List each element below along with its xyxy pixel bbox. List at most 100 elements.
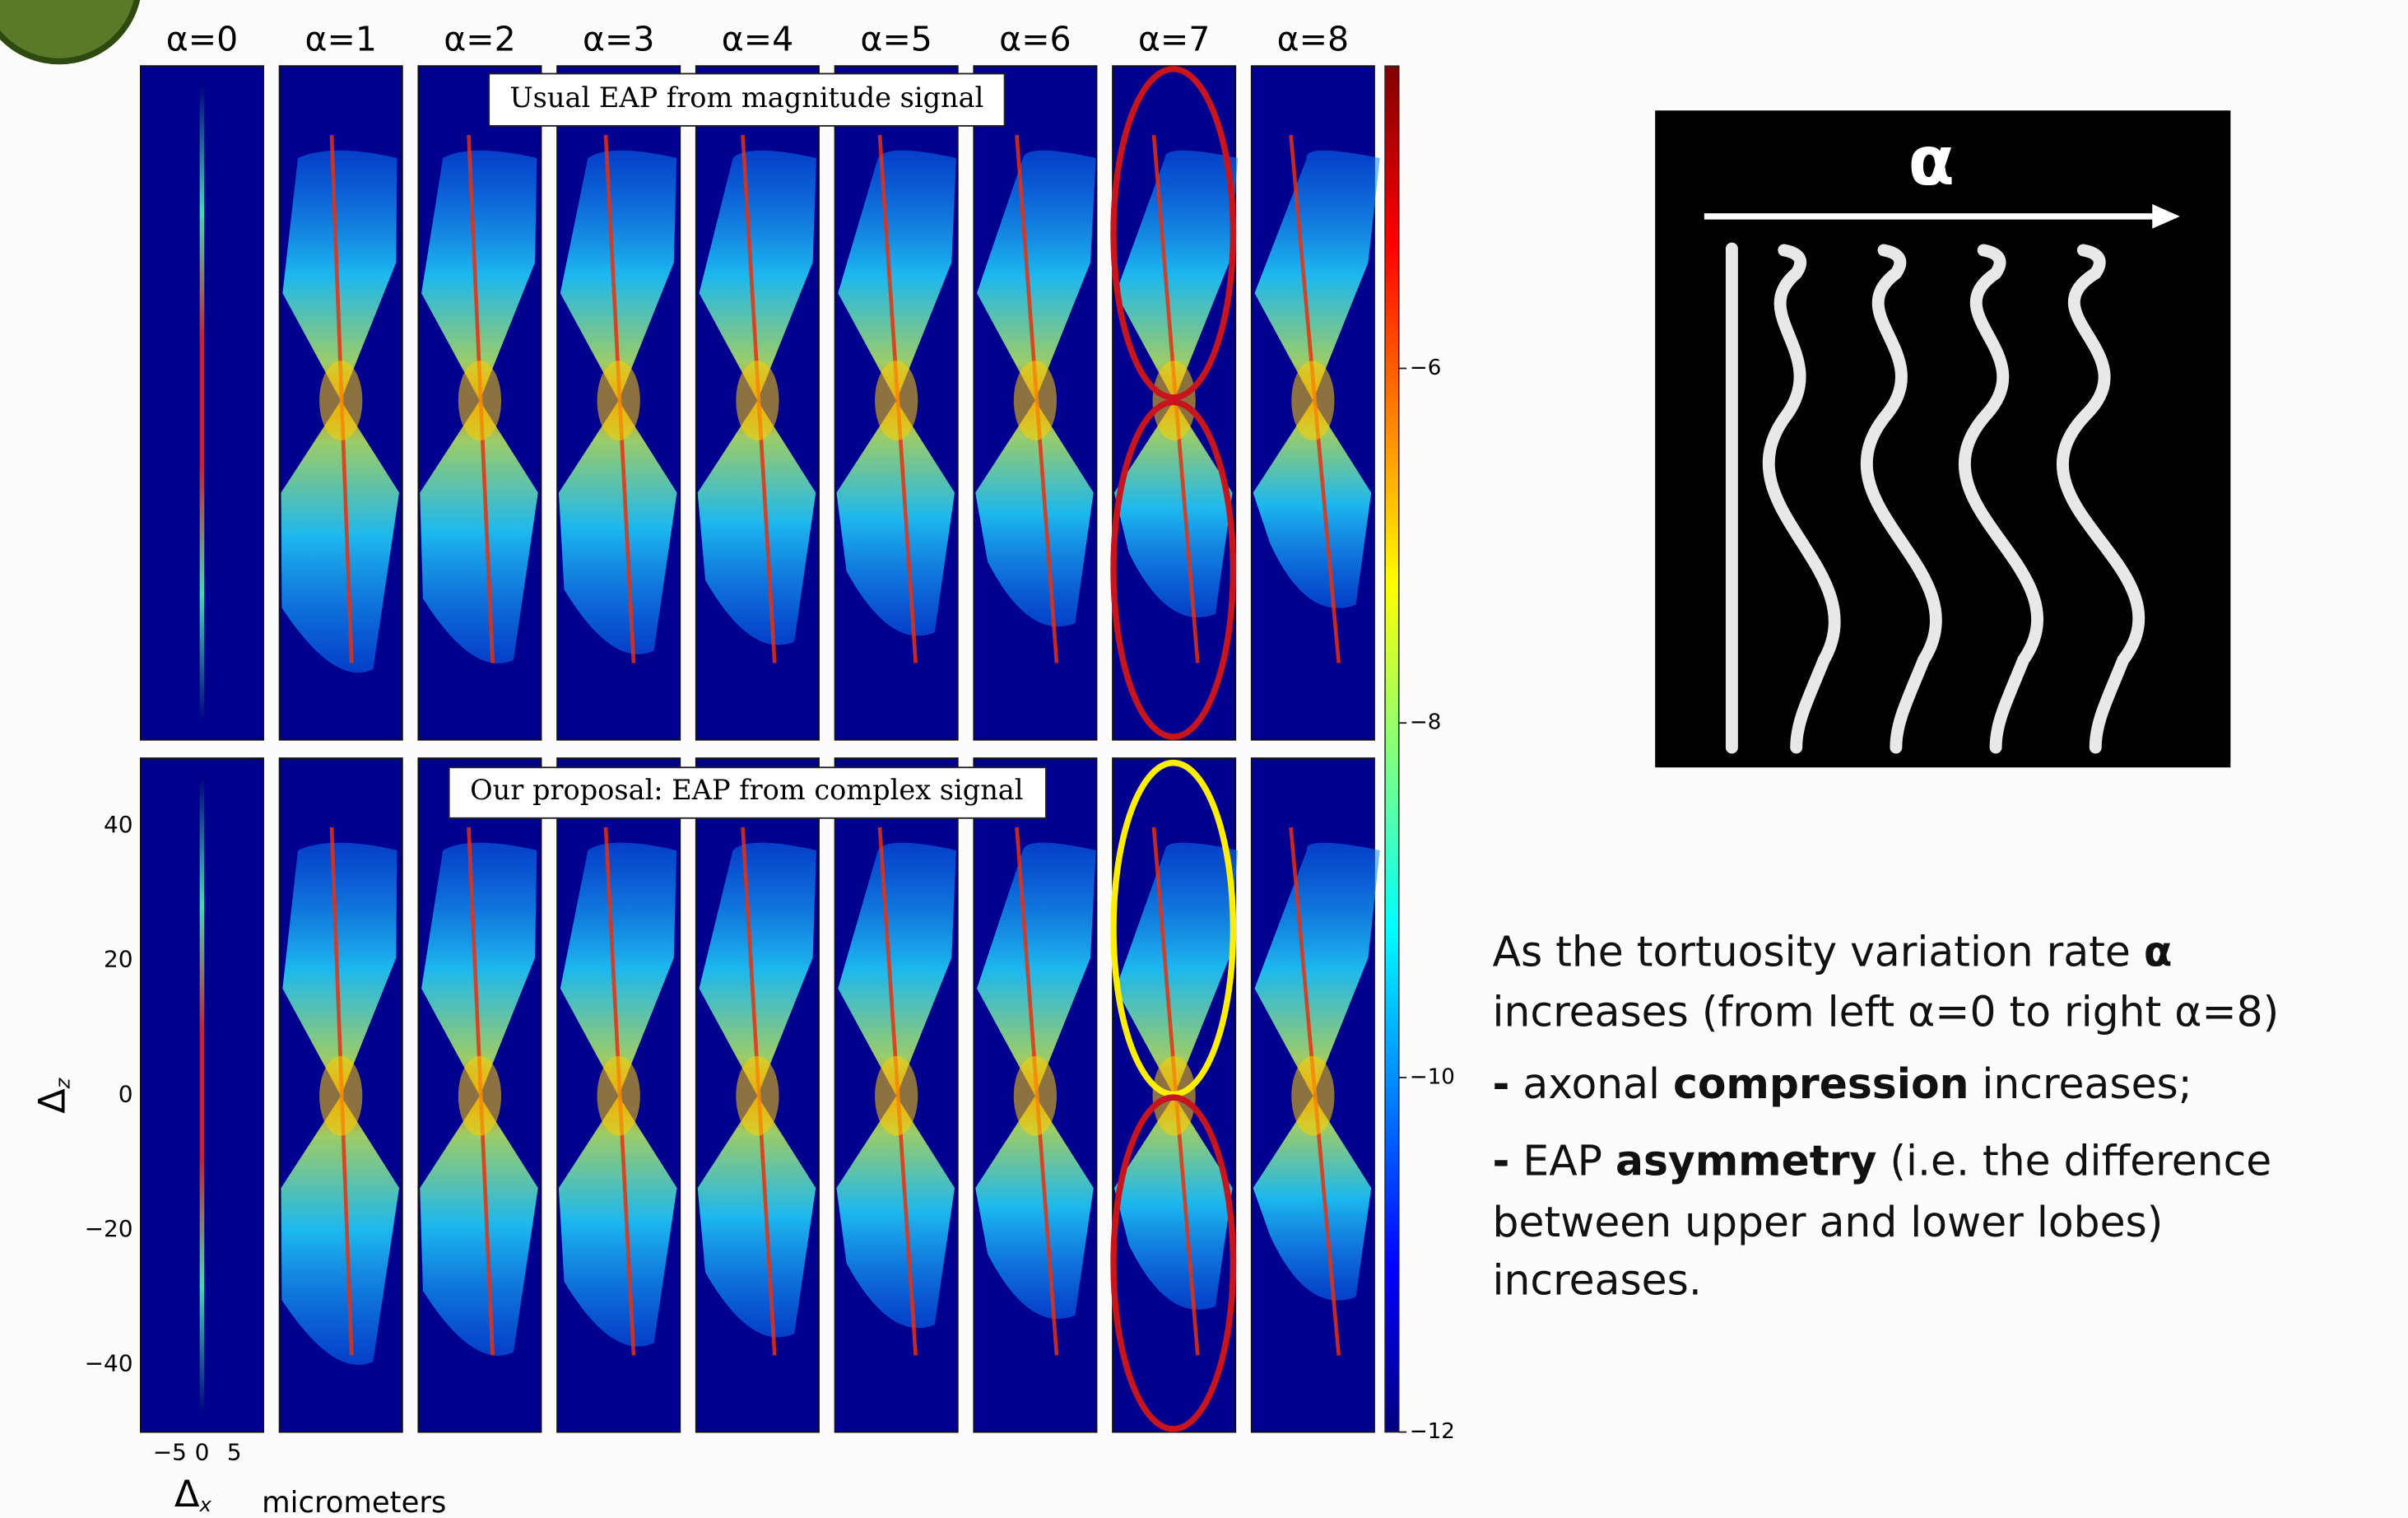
heatmap xyxy=(278,65,403,741)
upper-lobe xyxy=(699,842,817,1097)
heatmap xyxy=(139,757,264,1433)
upper-lobe xyxy=(421,150,537,401)
lower-lobe xyxy=(281,1096,400,1366)
lower-lobe xyxy=(281,400,400,673)
heatmap xyxy=(139,65,264,741)
y-tick-label: −40 xyxy=(85,1350,133,1377)
upper-lobe xyxy=(1254,150,1380,401)
diagram-label: α xyxy=(1908,123,1955,201)
x-tick-label: 5 xyxy=(227,1439,242,1466)
heatmap xyxy=(695,757,820,1433)
highlight-ellipse xyxy=(1110,1094,1237,1432)
axon xyxy=(1762,244,1841,754)
upper-lobe xyxy=(838,150,956,401)
description: As the tortuosity variation rate α increa… xyxy=(1493,927,2280,1304)
arrow-head xyxy=(2152,203,2180,229)
lower-lobe xyxy=(558,400,677,654)
center-glow xyxy=(458,1055,502,1136)
upper-lobe xyxy=(699,150,817,401)
heatmap xyxy=(556,757,681,1433)
description-line: increases (from left α=0 to right α=8) xyxy=(1493,987,2280,1036)
upper-lobe xyxy=(560,842,677,1097)
y-tick-label: 40 xyxy=(104,811,133,838)
column-label: α=5 xyxy=(860,19,932,58)
lower-lobe xyxy=(975,1096,1094,1320)
description-run: compression xyxy=(1673,1059,1969,1108)
lower-lobe xyxy=(836,400,955,636)
heatmap xyxy=(695,65,820,741)
description-run: (i.e. the difference xyxy=(1876,1136,2271,1185)
description-line: between upper and lower lobes) xyxy=(1493,1197,2164,1246)
upper-lobe xyxy=(838,842,956,1097)
column-label: α=2 xyxy=(444,19,515,58)
column-label: α=4 xyxy=(722,19,793,58)
description-run: increases. xyxy=(1493,1255,1702,1304)
center-glow xyxy=(597,361,640,441)
description-run: increases (from left α=0 to right α=8) xyxy=(1493,987,2280,1036)
upper-lobe xyxy=(282,150,397,401)
description-run: α xyxy=(2144,927,2173,976)
caption-box xyxy=(448,766,1047,819)
column-label: α=1 xyxy=(304,19,376,58)
axon xyxy=(1959,244,2043,754)
heatmap xyxy=(834,65,959,741)
center-glow xyxy=(736,1055,779,1136)
description-run: asymmetry xyxy=(1615,1136,1876,1185)
lower-lobe xyxy=(1253,400,1372,608)
description-line: increases. xyxy=(1493,1255,1702,1304)
description-run: axonal xyxy=(1509,1059,1673,1108)
center-glow xyxy=(1291,361,1335,441)
center-glow xyxy=(1291,1055,1335,1136)
caption-box xyxy=(488,72,1006,127)
column-label: α=8 xyxy=(1277,19,1349,58)
center-glow xyxy=(875,361,918,441)
axon xyxy=(2057,244,2145,754)
upper-lobe xyxy=(977,150,1096,401)
description-line: - axonal compression increases; xyxy=(1493,1059,2192,1108)
colorbar xyxy=(1384,65,1400,1433)
heatmap xyxy=(1250,757,1380,1433)
heatmap xyxy=(417,757,542,1433)
column-label: α=7 xyxy=(1138,19,1210,58)
column-label: α=0 xyxy=(166,19,238,58)
lower-lobe xyxy=(836,1096,955,1329)
upper-lobe xyxy=(1254,842,1380,1097)
logo xyxy=(0,0,141,65)
diagram-background xyxy=(1655,110,2231,768)
y-tick-label: 20 xyxy=(104,946,133,973)
lower-lobe xyxy=(697,400,816,645)
upper-lobe xyxy=(560,150,677,401)
lower-lobe xyxy=(558,1096,677,1347)
colorbar-tick-label: −10 xyxy=(1410,1064,1455,1089)
heatmap xyxy=(1250,65,1380,741)
unit-label: micrometers xyxy=(262,1486,446,1518)
y-axis-symbol: Δ xyxy=(30,1088,73,1114)
center-glow xyxy=(458,361,502,441)
x-tick-label: −5 xyxy=(153,1439,187,1466)
highlight-ellipse xyxy=(1110,66,1237,401)
lower-lobe xyxy=(1113,1096,1233,1310)
colorbar-tick-label: −12 xyxy=(1410,1419,1455,1444)
lower-lobe xyxy=(1113,400,1233,617)
y-tick-label: −20 xyxy=(85,1215,133,1242)
center-glow xyxy=(736,361,779,441)
caption: Our proposal: EAP from complex signal xyxy=(470,774,1023,806)
heatmap xyxy=(556,65,681,741)
column-label: α=3 xyxy=(583,19,654,58)
heatmap xyxy=(834,757,959,1433)
center-glow xyxy=(1013,361,1058,441)
lower-lobe xyxy=(420,400,538,664)
y-ticks: 40 20 0 −20 −40 xyxy=(85,811,133,1376)
description-run: between upper and lower lobes) xyxy=(1493,1197,2164,1246)
x-axis-label: Δx xyxy=(174,1472,212,1516)
x-tick-label: 0 xyxy=(195,1439,210,1466)
description-run: - xyxy=(1493,1136,1510,1185)
caption: Usual EAP from magnitude signal xyxy=(509,81,983,114)
upper-lobe xyxy=(282,842,397,1097)
y-tick-label: 0 xyxy=(119,1080,133,1107)
highlight-ellipse xyxy=(1110,398,1237,740)
x-ticks: −5 0 5 xyxy=(153,1439,242,1466)
overlay: Usual EAP from magnitude signal Our prop… xyxy=(448,66,1237,1432)
heatmap xyxy=(417,65,542,741)
